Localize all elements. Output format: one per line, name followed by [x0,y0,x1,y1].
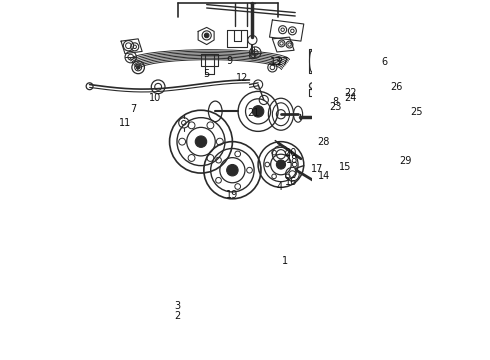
Text: 2: 2 [174,311,180,321]
Text: 3: 3 [174,301,180,311]
Text: 1: 1 [282,256,288,266]
Text: 22: 22 [344,87,356,98]
Text: 24: 24 [344,93,356,103]
Text: 19: 19 [226,190,239,200]
Text: 27: 27 [276,57,289,67]
Text: 18: 18 [286,155,298,165]
Circle shape [204,33,209,38]
Circle shape [227,165,238,176]
Text: 10: 10 [148,93,161,103]
Text: 26: 26 [391,82,403,92]
Text: 29: 29 [399,156,412,166]
Text: 20: 20 [285,148,297,158]
Text: 23: 23 [329,102,342,112]
Circle shape [195,136,207,147]
Text: 9: 9 [226,56,233,66]
Text: 15: 15 [339,162,352,172]
Circle shape [252,106,264,117]
Text: 17: 17 [311,164,323,174]
Circle shape [136,66,140,69]
Text: 28: 28 [318,137,330,147]
Text: 5: 5 [203,69,210,79]
Text: 25: 25 [410,107,422,117]
Circle shape [276,160,286,169]
Text: 12: 12 [236,73,248,83]
Text: 6: 6 [382,57,388,67]
Text: 21: 21 [247,108,260,118]
Text: 8: 8 [332,97,338,107]
Text: 13: 13 [270,57,283,67]
Text: 4: 4 [277,183,283,192]
Text: 11: 11 [119,118,131,128]
Text: 16: 16 [285,177,297,186]
Text: 14: 14 [318,171,330,181]
Text: 7: 7 [130,104,136,113]
